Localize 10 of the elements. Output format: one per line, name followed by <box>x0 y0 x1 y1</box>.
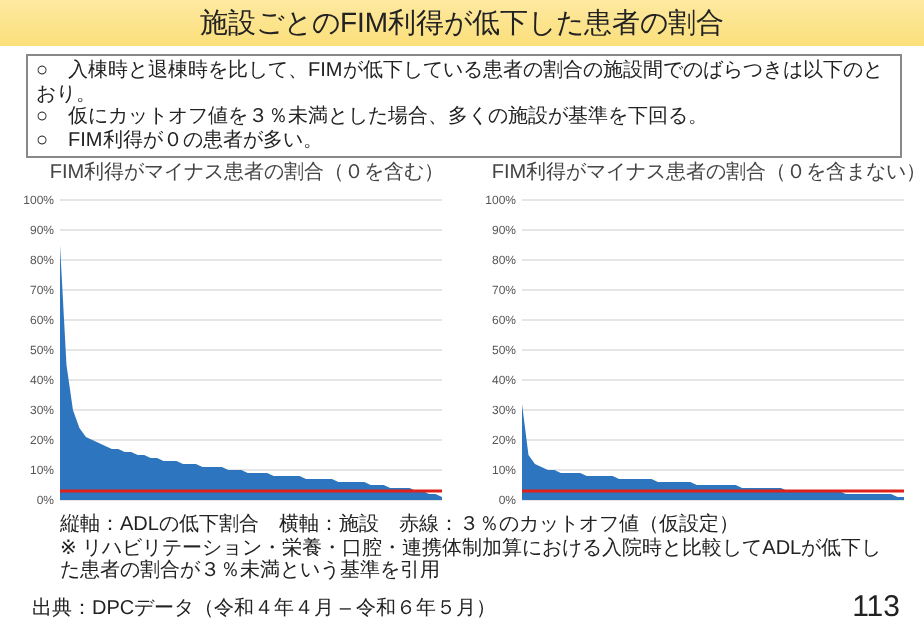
source-note: 出典：DPCデータ（令和４年４月 – 令和６年５月） <box>32 598 499 621</box>
chart-title: FIM利得がマイナス患者の割合（０を含まない） <box>491 160 924 184</box>
text: ○ 入棟時と退棟時を比して、FIMが低下している患者の割合の施設間でのばらつきは以下のとおり。 <box>36 60 885 105</box>
text: ○ FIM利得が０の患者が多い。 <box>36 129 325 152</box>
text: 縦軸：ADLの低下割合 横軸：施設 赤線：３％のカットオフ値（仮設定） <box>60 514 741 537</box>
text: ※ リハビリテーション・栄養・口腔・連携体制加算における入院時と比較してADLが低下した患者の割合が３％未満という基準を引用 <box>60 537 884 583</box>
text: ○ 仮にカットオフ値を３％未満とした場合、多くの施設が基準を下回る。 <box>36 106 711 129</box>
text: 113 <box>852 590 900 624</box>
text: 施設ごとのFIM利得が低下した患者の割合 <box>0 0 924 46</box>
chart-title: FIM利得がマイナス患者の割合（０を含む） <box>49 160 445 184</box>
